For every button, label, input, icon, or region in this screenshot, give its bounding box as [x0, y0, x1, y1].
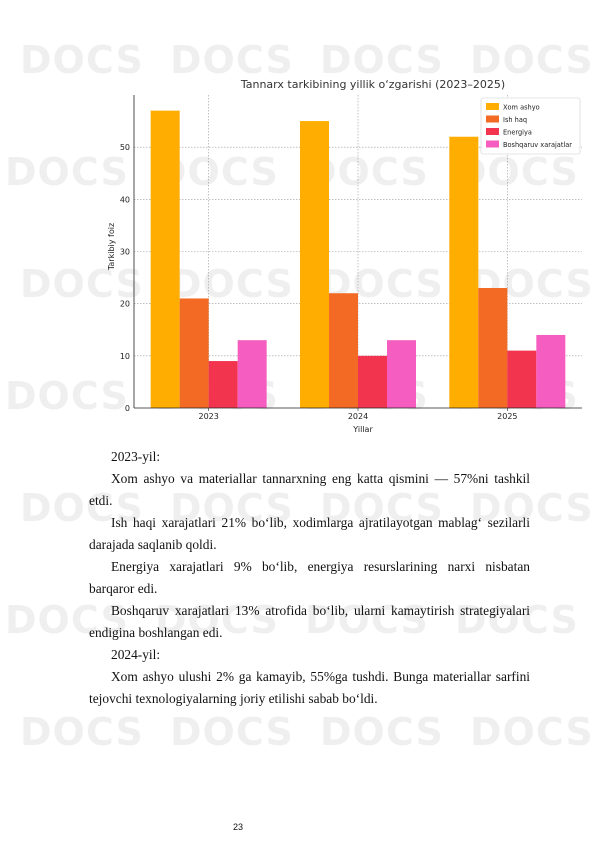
- legend-swatch: [486, 128, 499, 135]
- x-axis-label: Yillar: [352, 425, 373, 434]
- bar: [237, 340, 267, 408]
- y-tick-label: 20: [120, 300, 130, 309]
- paragraph: Energiya xarajatlari 9% bo‘lib, energiya…: [89, 559, 530, 596]
- x-tick-label: 2024: [348, 412, 368, 421]
- y-tick-label: 10: [120, 352, 130, 361]
- bar: [478, 288, 508, 408]
- bar: [358, 355, 387, 408]
- y-tick-label: 30: [120, 248, 130, 257]
- legend-box: [480, 97, 581, 155]
- paragraph: Xom ashyo ulushi 2% ga kamayib, 55%ga tu…: [89, 669, 530, 706]
- bar: [387, 340, 416, 408]
- bar: [536, 334, 566, 408]
- paragraph: Boshqaruv xarajatlari 13% atrofida bo‘li…: [89, 603, 530, 640]
- y-tick-label: 50: [120, 143, 130, 152]
- y-tick-label: 0: [125, 404, 130, 413]
- bar: [449, 136, 479, 408]
- watermark-text: DOCS: [470, 710, 594, 754]
- watermark-text: DOCS: [20, 710, 144, 754]
- paragraph: Xom ashyo va materiallar tannarxning eng…: [89, 471, 530, 508]
- legend-label: Energiya: [503, 129, 532, 137]
- bar: [208, 361, 238, 408]
- watermark-text: DOCS: [320, 710, 444, 754]
- bar: [329, 293, 358, 408]
- body-text: 2023-yil: Xom ashyo va materiallar tanna…: [89, 446, 530, 710]
- cost-structure-bar-chart: Tannarx tarkibining yillik o‘zgarishi (2…: [107, 78, 582, 434]
- legend-label: Boshqaruv xarajatlar: [503, 141, 572, 149]
- legend-swatch: [486, 140, 499, 148]
- page-number: 23: [233, 822, 244, 832]
- y-tick-label: 40: [120, 195, 130, 204]
- x-tick-label: 2025: [497, 412, 517, 421]
- paragraph: 2023-yil:: [111, 449, 161, 464]
- bar: [507, 350, 537, 408]
- legend-swatch: [486, 115, 499, 123]
- legend-label: Ish haq: [503, 116, 527, 124]
- bar: [150, 110, 180, 409]
- bar: [179, 298, 209, 408]
- legend-swatch: [486, 103, 499, 110]
- x-tick-label: 2023: [198, 412, 218, 421]
- chart-title: Tannarx tarkibining yillik o‘zgarishi (2…: [240, 78, 505, 91]
- legend-label: Xom ashyo: [503, 104, 540, 112]
- watermark-text: DOCS: [170, 710, 294, 754]
- paragraph: Ish haqi xarajatlari 21% bo‘lib, xodimla…: [89, 515, 530, 552]
- paragraph: 2024-yil:: [111, 647, 161, 662]
- bar: [300, 121, 329, 409]
- y-axis-label: Tarkibiy foiz: [107, 223, 116, 271]
